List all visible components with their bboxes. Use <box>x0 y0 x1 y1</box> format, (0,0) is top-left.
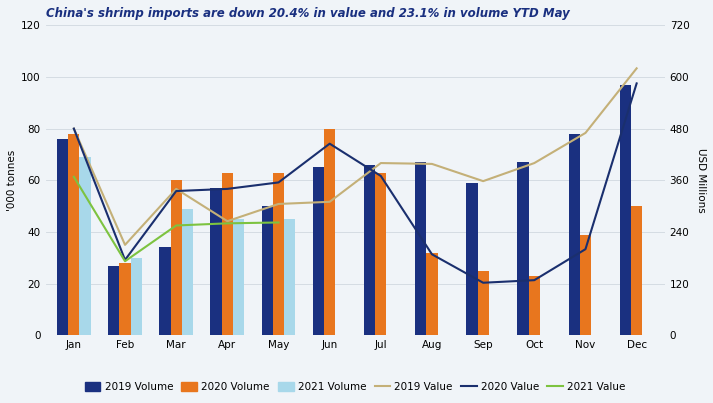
Bar <box>210 188 222 335</box>
Bar <box>159 247 170 335</box>
Bar <box>79 157 91 335</box>
Y-axis label: '000 tonnes: '000 tonnes <box>7 150 17 211</box>
Bar <box>528 276 540 335</box>
Bar <box>375 172 386 335</box>
Bar <box>426 253 438 335</box>
Text: China's shrimp imports are down 20.4% in value and 23.1% in volume YTD May: China's shrimp imports are down 20.4% in… <box>46 7 570 20</box>
Bar <box>182 209 193 335</box>
Bar <box>580 235 591 335</box>
Bar <box>57 139 68 335</box>
Bar <box>620 85 631 335</box>
Bar <box>518 162 528 335</box>
Bar <box>284 219 295 335</box>
Bar <box>631 206 642 335</box>
Bar <box>466 183 478 335</box>
Bar <box>108 266 119 335</box>
Bar <box>119 263 130 335</box>
Bar <box>233 219 245 335</box>
Bar <box>364 165 375 335</box>
Bar <box>568 134 580 335</box>
Bar <box>313 167 324 335</box>
Bar <box>222 172 233 335</box>
Bar <box>324 129 335 335</box>
Y-axis label: USD Millions: USD Millions <box>696 148 706 213</box>
Bar <box>68 134 79 335</box>
Bar <box>130 258 142 335</box>
Bar <box>478 271 489 335</box>
Bar <box>415 162 426 335</box>
Bar <box>262 206 273 335</box>
Bar <box>170 180 182 335</box>
Legend: 2019 Volume, 2020 Volume, 2021 Volume, 2019 Value, 2020 Value, 2021 Value: 2019 Volume, 2020 Volume, 2021 Volume, 2… <box>81 378 630 396</box>
Bar <box>273 172 284 335</box>
